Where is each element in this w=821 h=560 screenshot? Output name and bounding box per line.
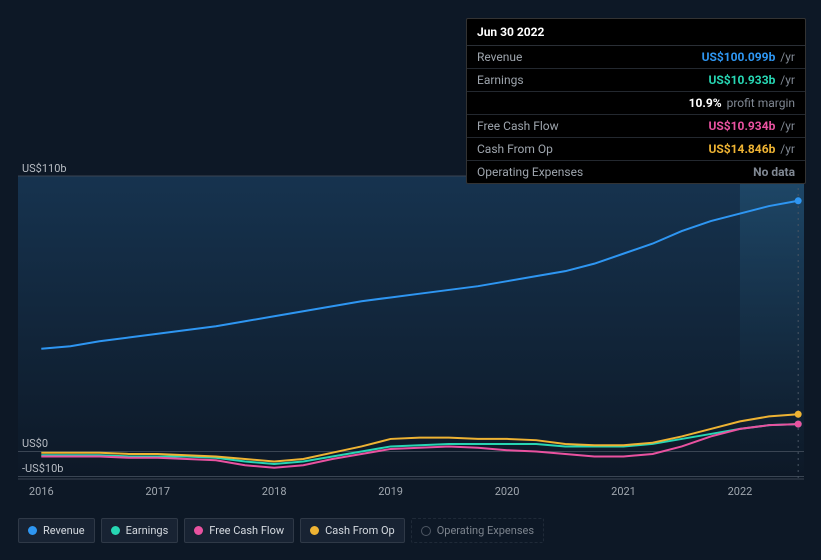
chart-tooltip: Jun 30 2022 Revenue US$100.099b /yr Earnin… xyxy=(466,18,806,184)
legend-dot-icon xyxy=(310,526,319,535)
x-tick-label: 2021 xyxy=(611,485,636,498)
tooltip-date: Jun 30 2022 xyxy=(467,19,805,46)
tooltip-row-value: US$14.846b /yr xyxy=(708,142,795,156)
legend-item-revenue[interactable]: Revenue xyxy=(18,518,95,543)
legend-item-cfo[interactable]: Cash From Op xyxy=(300,518,405,543)
legend-dot-icon xyxy=(111,526,120,535)
tooltip-row: Free Cash Flow US$10.934b /yr xyxy=(467,115,805,138)
x-tick-label: 2022 xyxy=(728,485,753,498)
tooltip-row-label: Earnings xyxy=(477,73,524,87)
tooltip-row-value: No data xyxy=(753,165,795,179)
tooltip-row-label: Revenue xyxy=(477,50,522,64)
tooltip-row-value: US$100.099b /yr xyxy=(702,50,795,64)
legend-dot-icon xyxy=(194,526,203,535)
tooltip-row-value: 10.9% profit margin xyxy=(689,96,795,110)
tooltip-row: 10.9% profit margin xyxy=(467,92,805,115)
legend-dot-icon xyxy=(28,526,37,535)
x-tick-label: 2019 xyxy=(378,485,403,498)
x-tick-label: 2018 xyxy=(262,485,287,498)
chart-legend: Revenue Earnings Free Cash Flow Cash From O… xyxy=(18,518,544,543)
legend-label: Operating Expenses xyxy=(437,524,534,537)
x-tick-label: 2016 xyxy=(29,485,54,498)
legend-label: Cash From Op xyxy=(325,524,395,537)
tooltip-row: Cash From Op US$14.846b /yr xyxy=(467,138,805,161)
legend-dot-icon xyxy=(421,526,431,536)
tooltip-row-label: Free Cash Flow xyxy=(477,119,559,133)
y-tick-label: US$110b xyxy=(22,162,67,175)
y-tick-label: -US$10b xyxy=(22,462,63,475)
tooltip-row: Earnings US$10.933b /yr xyxy=(467,69,805,92)
legend-item-fcf[interactable]: Free Cash Flow xyxy=(184,518,294,543)
x-tick-label: 2017 xyxy=(145,485,170,498)
tooltip-row: Revenue US$100.099b /yr xyxy=(467,46,805,69)
legend-label: Revenue xyxy=(43,524,85,537)
tooltip-row: Operating Expenses No data xyxy=(467,161,805,183)
legend-item-opex[interactable]: Operating Expenses xyxy=(411,518,544,543)
tooltip-row-label: Cash From Op xyxy=(477,142,553,156)
y-tick-label: US$0 xyxy=(22,437,48,450)
tooltip-row-value: US$10.934b /yr xyxy=(708,119,795,133)
legend-label: Earnings xyxy=(126,524,169,537)
x-tick-label: 2020 xyxy=(495,485,520,498)
tooltip-row-value: US$10.933b /yr xyxy=(708,73,795,87)
tooltip-row-label: Operating Expenses xyxy=(477,165,583,179)
legend-item-earnings[interactable]: Earnings xyxy=(101,518,179,543)
legend-label: Free Cash Flow xyxy=(209,524,284,537)
